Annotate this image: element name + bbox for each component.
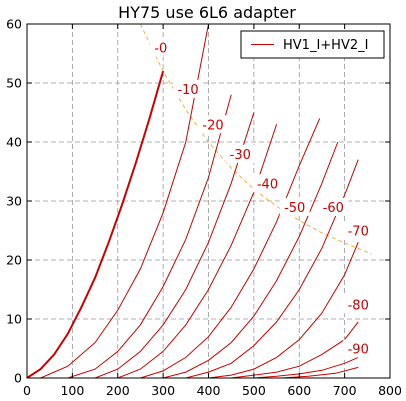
y-tick-label: 0	[14, 371, 22, 386]
plate-curve	[162, 141, 339, 378]
x-tick-label: 800	[378, 383, 402, 398]
curve-labels-layer: -0 -10 -20 -30 -40 -50 -60 -70 -80 -90	[149, 38, 374, 358]
load-line-layer	[139, 24, 372, 255]
y-tick-label: 30	[6, 194, 22, 209]
x-tick-label: 0	[23, 383, 31, 398]
curve-label-bg	[279, 197, 310, 216]
plate-curve	[140, 118, 321, 378]
load-line	[139, 24, 372, 255]
curve-label: -50	[284, 201, 305, 216]
curve-label-bg	[149, 38, 172, 57]
plate-curve	[253, 356, 359, 378]
legend-entry: HV1_I+HV2_I	[283, 38, 368, 53]
curve-label: -10	[177, 83, 198, 98]
plate-curve	[94, 112, 255, 378]
curve-label: -40	[257, 177, 278, 192]
curve-label-bg	[343, 295, 374, 314]
x-tick-label: 400	[197, 383, 221, 398]
y-tick-label: 60	[6, 17, 22, 32]
legend: HV1_I+HV2_I	[240, 30, 385, 59]
curve-label-bg	[343, 221, 374, 240]
curve-label: -70	[348, 225, 369, 240]
x-tick-label: 500	[242, 383, 266, 398]
x-tick-label: 200	[106, 383, 130, 398]
plate-curve	[185, 159, 359, 378]
plate-curve	[67, 94, 232, 378]
curve-label: -0	[154, 42, 167, 57]
y-tick-label: 50	[6, 76, 22, 91]
curve-label-bg	[252, 174, 283, 193]
plate-curve	[281, 366, 359, 378]
x-tick-label: 300	[151, 383, 175, 398]
x-tick-label: 700	[333, 383, 357, 398]
curve-label: -60	[323, 201, 344, 216]
curve-label: -30	[230, 148, 251, 163]
x-tick-label: 600	[287, 383, 311, 398]
curve-label-bg	[318, 197, 349, 216]
plate-curve	[117, 124, 278, 378]
curve-label-bg	[225, 144, 256, 163]
curve-label: -90	[348, 343, 369, 358]
curves-layer	[27, 24, 359, 378]
chart-title: HY75 use 6L6 adapter	[118, 3, 296, 22]
curve-label-bg	[343, 339, 374, 358]
y-tick-label: 40	[6, 135, 22, 150]
plate-curve	[208, 242, 359, 378]
y-tick-label: 10	[6, 312, 22, 327]
x-tick-label: 100	[60, 383, 84, 398]
plate-curve	[27, 70, 165, 378]
curve-label: -80	[348, 298, 369, 313]
curve-label-bg	[173, 79, 204, 98]
ticks-layer: 0 100 200 300 400 500 600 700 800 0 10 20 30 40 50 60	[6, 17, 402, 399]
plate-curve	[40, 24, 209, 378]
curve-label-bg	[198, 115, 229, 134]
curve-label: -20	[202, 118, 223, 133]
y-tick-label: 20	[6, 253, 22, 268]
